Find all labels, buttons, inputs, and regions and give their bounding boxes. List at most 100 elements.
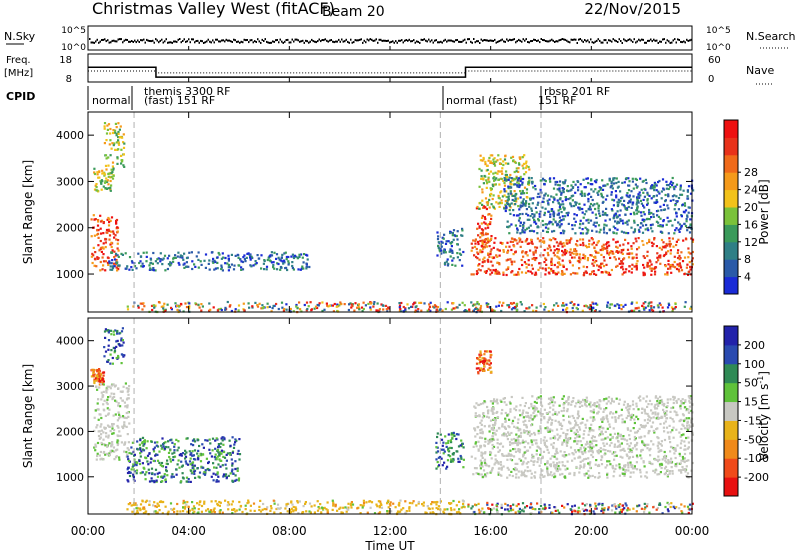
scatter-point <box>214 439 217 442</box>
scatter-point <box>663 253 666 257</box>
scatter-point <box>531 213 534 216</box>
scatter-point <box>268 259 272 262</box>
scatter-point <box>591 198 594 202</box>
scatter-point <box>231 451 234 454</box>
scatter-point <box>589 440 592 443</box>
scatter-point <box>310 505 313 508</box>
scatter-point <box>443 450 446 453</box>
scatter-point <box>136 509 139 512</box>
scatter-point <box>224 262 227 265</box>
scatter-point <box>627 189 631 192</box>
scatter-point <box>123 142 126 145</box>
scatter-point <box>633 228 637 231</box>
scatter-point <box>461 301 464 304</box>
scatter-point <box>650 227 653 230</box>
scatter-point <box>612 451 616 454</box>
scatter-point <box>577 303 580 306</box>
scatter-point <box>615 177 618 180</box>
scatter-point <box>166 257 169 260</box>
scatter-point <box>172 257 175 260</box>
scatter-point <box>608 306 611 309</box>
scatter-point <box>525 227 529 230</box>
scatter-point <box>552 218 555 221</box>
scatter-point <box>549 213 552 216</box>
scatter-point <box>488 306 491 309</box>
scatter-point <box>516 462 519 465</box>
scatter-point <box>436 310 439 313</box>
scatter-point <box>296 500 299 503</box>
scatter-point <box>176 449 179 452</box>
nsky-point <box>587 39 589 42</box>
scatter-point <box>574 201 577 204</box>
scatter-point <box>600 186 603 190</box>
scatter-point <box>125 387 128 390</box>
scatter-point <box>422 501 425 504</box>
freq-tick-bottom: 8 <box>66 74 72 85</box>
scatter-point <box>554 238 557 241</box>
scatter-point <box>518 240 521 243</box>
scatter-point <box>600 194 603 197</box>
scatter-point <box>186 510 189 513</box>
scatter-point <box>544 226 548 229</box>
nsky-point <box>257 38 259 41</box>
scatter-point <box>592 223 595 226</box>
scatter-point <box>521 240 524 243</box>
scatter-point <box>308 510 311 513</box>
nsky-point <box>603 39 605 42</box>
nsky-point <box>573 38 575 41</box>
scatter-point <box>99 214 102 217</box>
scatter-point <box>399 499 402 502</box>
scatter-point <box>645 471 648 474</box>
scatter-point <box>643 213 646 216</box>
scatter-point <box>572 252 575 255</box>
scatter-point <box>642 307 646 310</box>
scatter-point <box>524 457 527 460</box>
scatter-point <box>494 272 497 275</box>
scatter-point <box>631 447 635 450</box>
scatter-point <box>217 445 220 448</box>
scatter-point <box>522 462 525 465</box>
scatter-point <box>117 387 120 390</box>
scatter-point <box>478 225 481 228</box>
scatter-point <box>145 251 148 254</box>
scatter-point <box>493 157 496 160</box>
nsky-point <box>470 40 472 43</box>
scatter-point <box>192 505 196 508</box>
scatter-point <box>182 502 185 505</box>
scatter-point <box>377 309 380 312</box>
nsky-point <box>269 41 271 44</box>
scatter-point <box>630 309 633 312</box>
scatter-point <box>198 503 201 506</box>
scatter-point <box>492 194 495 197</box>
scatter-point <box>650 211 653 215</box>
scatter-point <box>219 501 222 504</box>
scatter-point <box>462 502 465 505</box>
scatter-point <box>659 262 662 265</box>
scatter-point <box>108 172 111 175</box>
scatter-point <box>503 176 506 180</box>
scatter-point <box>141 462 144 465</box>
scatter-point <box>588 192 591 195</box>
scatter-point <box>616 210 619 213</box>
nsky-point <box>236 40 238 43</box>
nsky-point <box>533 38 535 41</box>
scatter-point <box>222 473 226 476</box>
scatter-point <box>222 475 225 478</box>
scatter-point <box>437 235 440 238</box>
scatter-point <box>516 228 519 232</box>
scatter-point <box>525 251 528 254</box>
scatter-point <box>92 254 95 257</box>
scatter-point <box>115 238 118 241</box>
scatter-point <box>193 472 196 475</box>
scatter-point <box>325 302 328 305</box>
scatter-point <box>116 242 119 245</box>
scatter-point <box>451 241 454 244</box>
scatter-point <box>549 215 552 218</box>
scatter-point <box>506 225 509 228</box>
scatter-point <box>287 262 290 265</box>
scatter-point <box>109 329 113 332</box>
nsky-point <box>264 38 266 41</box>
scatter-point <box>606 183 609 186</box>
nsky-point <box>645 41 647 44</box>
scatter-point <box>101 246 104 249</box>
